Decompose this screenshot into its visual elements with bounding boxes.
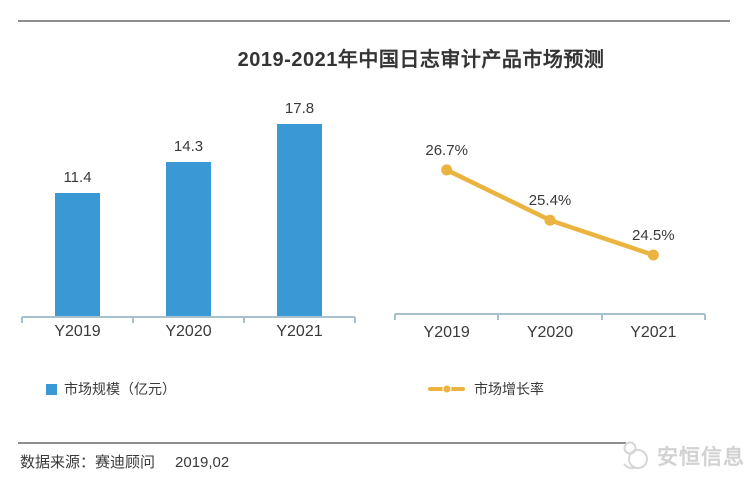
x-axis-tick	[132, 317, 134, 323]
footer-date: 2019,02	[175, 454, 230, 471]
top-divider	[18, 20, 730, 22]
legend-item-market-size: 市场规模（亿元）	[46, 379, 176, 399]
bar-value-label: 11.4	[63, 168, 92, 186]
bar-Y2019	[55, 192, 100, 316]
x-axis-tick	[243, 317, 245, 323]
line-point-marker	[544, 214, 556, 226]
bar-legend-swatch-icon	[46, 383, 57, 395]
bar-Y2021	[277, 123, 322, 316]
watermark-text: 安恒信息	[657, 446, 745, 469]
bar-value-label: 14.3	[173, 137, 204, 155]
bar-x-tick-label: Y2020	[165, 323, 212, 340]
bar-x-tick-label: Y2019	[54, 323, 101, 340]
bottom-divider	[18, 442, 626, 444]
x-axis-line	[22, 316, 355, 318]
line-value-label: 26.7%	[425, 141, 468, 159]
line-legend-swatch-icon	[428, 384, 465, 394]
line-x-tick-label: Y2021	[630, 324, 677, 341]
line-value-label: 24.5%	[632, 227, 675, 244]
x-axis-tick	[600, 314, 603, 320]
legend-item-growth-rate: 市场增长率	[428, 379, 544, 399]
line-value-label: 25.4%	[528, 192, 572, 210]
anheng-logo-icon	[621, 440, 651, 472]
line-point-marker	[647, 249, 659, 261]
x-axis-line	[395, 313, 705, 315]
line-x-tick-label: Y2019	[423, 324, 470, 341]
line-point-marker	[441, 164, 453, 176]
footer: 数据来源：赛迪顾问 2019,02	[20, 451, 229, 472]
watermark-logo: 安恒信息	[621, 440, 745, 472]
x-axis-tick	[704, 314, 706, 320]
legend-label-growth-rate: 市场增长率	[474, 381, 544, 397]
chart-title: 2019-2021年中国日志审计产品市场预测	[237, 49, 605, 71]
x-axis-tick	[394, 314, 396, 320]
legend-label-market-size: 市场规模（亿元）	[64, 381, 176, 397]
data-source-label: 数据来源：赛迪顾问	[20, 454, 156, 471]
x-axis-tick	[497, 314, 500, 320]
x-axis-tick	[21, 317, 23, 323]
line-x-tick-label: Y2020	[526, 324, 574, 341]
bar-value-label: 17.8	[284, 99, 315, 117]
x-axis-tick	[354, 317, 356, 323]
bar-Y2020	[166, 161, 211, 316]
bar-x-tick-label: Y2021	[276, 323, 323, 340]
